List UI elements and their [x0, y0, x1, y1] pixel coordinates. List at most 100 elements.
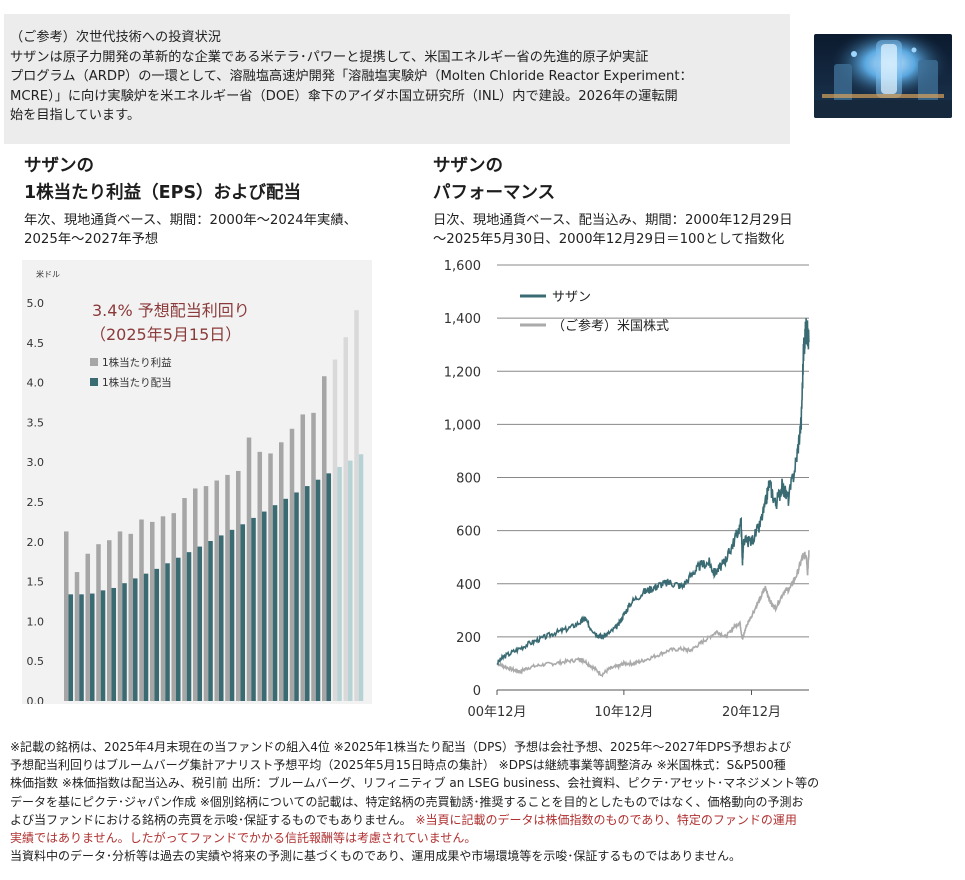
left-title-line: サザンの: [24, 156, 94, 176]
yield-callout: 3.4% 予想配当利回り: [92, 301, 250, 320]
dps-bar: [176, 557, 181, 701]
eps-bar: [279, 442, 284, 701]
eps-bar: [171, 513, 177, 701]
dps-bar: [143, 573, 149, 701]
y-tick-label: 1,200: [444, 365, 481, 380]
legend-label-dps: 1株当たり配当: [102, 376, 172, 389]
info-body-line: プログラム（ARDP）の一環として、溶融塩高速炉開発「溶融塩実験炉（Molten…: [10, 69, 693, 84]
dps-bar: [358, 454, 364, 701]
legend-label-us-stock: （ご参考）米国株式: [552, 318, 669, 334]
reactor-photo: [814, 34, 952, 118]
left-title: サザンの 1株当たり利益（EPS）および配当: [24, 153, 301, 207]
dps-bar: [208, 541, 213, 701]
eps-dps-chart: 米ドル 3.4% 予想配当利回り （2025年5月15日） 0.0 0.5 1.0 1…: [27, 269, 364, 723]
x-tick-label: 10年12月: [594, 705, 653, 720]
y-tick-label: 800: [456, 472, 481, 487]
footnote-line: ※記載の銘柄は、2025年4月末現在の当ファンドの組入4位 ※2025年1株当た…: [10, 740, 792, 754]
dps-bar: [305, 486, 310, 701]
dps-bar: [100, 590, 106, 701]
dps-bar: [219, 535, 224, 701]
y-tick-label: 0.0: [27, 695, 45, 704]
y-tick-label: 3.0: [27, 456, 45, 469]
dps-bar: [315, 479, 321, 701]
left-subtitle-line: 2025年～2027年予想: [24, 232, 159, 247]
dps-bar: [251, 517, 256, 701]
right-title: サザンの パフォーマンス: [433, 153, 555, 207]
y-tick-label: 2.0: [27, 536, 45, 549]
y-tick-label: 1,600: [444, 259, 481, 274]
dps-bar: [294, 492, 299, 701]
y-tick-label: 0.5: [27, 655, 45, 668]
dps-bar: [90, 593, 95, 701]
dps-bar: [111, 587, 117, 701]
footnote-line: よび当ファンドにおける銘柄の売買を示唆･保証するものでもありません。 ※当頁に記…: [10, 812, 797, 827]
footnote-line: 予想配当利回りはブルームバーグ集計アナリスト予想平均（2025年5月15日時点の…: [10, 758, 786, 773]
eps-bar: [289, 428, 295, 701]
eps-bar: [246, 437, 252, 701]
southern-line: [496, 318, 810, 665]
y-tick-label: 0: [473, 684, 481, 699]
performance-chart: 0 200 400 600 800 1,000 1,200 1,400 1,600 00年12月 1…: [444, 259, 810, 720]
left-subtitle: 年次、現地通貨ベース、期間：2000年～2024年実績、 2025年～2027年…: [24, 211, 357, 249]
right-title-line: サザンの: [433, 156, 503, 176]
dps-bar: [326, 473, 332, 701]
footnote-line: 当資料中のデータ･分析等は過去の実績や将来の予測に基づくものであり、運用成果や市…: [10, 849, 742, 864]
y-tick-label: 1.5: [27, 576, 45, 589]
eps-bar: [182, 498, 187, 701]
eps-bar: [300, 414, 306, 701]
us-stock-line: [496, 550, 810, 678]
dps-bar: [272, 505, 278, 701]
y-tick-label: 4.5: [27, 337, 45, 350]
footnote-line: 実績ではありません。したがってファンドでかかる信託報酬等は考慮されていません。: [10, 829, 960, 847]
y-tick-label: 400: [456, 578, 481, 593]
eps-bar: [128, 533, 134, 701]
dps-bar: [337, 466, 342, 701]
y-tick-label: 1,000: [444, 418, 481, 433]
eps-bar: [225, 474, 230, 701]
y-unit-label: 米ドル: [36, 269, 60, 279]
y-tick-label: 200: [456, 631, 481, 646]
eps-bar: [257, 451, 263, 701]
info-heading: （ご参考）次世代技術への投資状況: [10, 30, 221, 45]
eps-bar: [354, 310, 359, 701]
eps-bar: [117, 531, 123, 701]
y-tick-label: 5.0: [27, 297, 45, 310]
eps-bar: [150, 521, 155, 701]
legend-swatch-dps: [90, 378, 98, 386]
legend-label-eps: 1株当たり利益: [102, 356, 172, 369]
dps-bar: [122, 583, 127, 701]
legend-label-southern: サザン: [552, 290, 591, 305]
y-tick-label: 1,400: [444, 312, 481, 327]
dps-bar: [154, 568, 160, 701]
y-tick-label: 600: [456, 525, 481, 540]
dps-bar: [240, 524, 246, 701]
eps-dps-chart-panel: 米ドル 3.4% 予想配当利回り （2025年5月15日） 0.0 0.5 1.0 1…: [22, 260, 372, 723]
y-tick-label: 4.0: [27, 377, 45, 390]
eps-bar: [203, 486, 209, 701]
eps-bar: [332, 359, 338, 701]
eps-bar: [268, 453, 273, 701]
dps-bar: [68, 594, 74, 701]
eps-bar: [107, 540, 112, 701]
eps-bar: [236, 470, 241, 701]
eps-bar: [85, 553, 91, 701]
dps-bar: [165, 563, 170, 701]
y-tick-label: 1.0: [27, 615, 45, 628]
legend-swatch-eps: [90, 358, 98, 366]
eps-bar: [160, 516, 166, 701]
reactor-image: [814, 34, 952, 118]
right-title-line: パフォーマンス: [433, 183, 556, 203]
dps-bar: [262, 511, 267, 701]
footnote-warning: 実績ではありません。したがってファンドでかかる信託報酬等は考慮されていません。: [10, 831, 477, 846]
footnote-line: データを基にピクテ･ジャパン作成 ※個別銘柄についての記載は、特定銘柄の売買勧誘…: [10, 794, 804, 809]
eps-bar: [311, 412, 316, 701]
eps-bar: [139, 519, 144, 701]
info-body-line: MCRE）」に向け実験炉を米エネルギー省（DOE）傘下のアイダホ国立研究所（IN…: [10, 88, 678, 104]
dps-bar: [133, 578, 138, 701]
right-subtitle-line: ～2025年5月30日、2000年12月29日＝100として指数化: [433, 232, 785, 247]
info-body-line: サザンは原子力開発の革新的な企業である米テラ･パワーと提携して、米国エネルギー省…: [10, 49, 649, 65]
left-subtitle-line: 年次、現地通貨ベース、期間：2000年～2024年実績、: [24, 213, 357, 228]
x-tick-label: 20年12月: [722, 705, 781, 720]
eps-bar: [322, 376, 327, 701]
eps-bar: [96, 544, 101, 701]
